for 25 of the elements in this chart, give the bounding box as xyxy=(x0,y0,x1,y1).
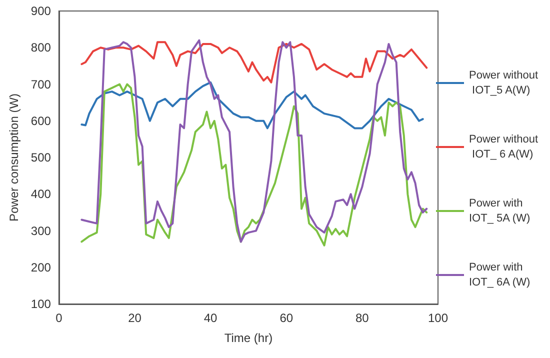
y-axis-title: Power consumption (W) xyxy=(7,93,21,222)
x-tick-label: 60 xyxy=(280,311,294,325)
y-tick-label: 200 xyxy=(30,260,52,274)
y-tick-label: 600 xyxy=(30,114,52,128)
x-tick-label: 100 xyxy=(428,311,448,325)
y-tick-label: 400 xyxy=(30,187,52,202)
x-tick-label: 80 xyxy=(356,311,370,325)
legend-label: Power without IOT_5 A(W) xyxy=(469,70,538,96)
y-tick-label: 700 xyxy=(30,77,52,92)
y-tick-label: 800 xyxy=(30,40,52,55)
x-axis-title: Time (hr) xyxy=(224,331,273,345)
x-tick-label: 20 xyxy=(128,311,142,325)
line-series xyxy=(80,39,428,243)
y-tick-label: 500 xyxy=(30,150,52,164)
legend-label: Power with IOT_ 6A (W) xyxy=(469,262,530,288)
x-tick-label: 0 xyxy=(56,311,63,325)
y-tick-label: 300 xyxy=(30,224,52,238)
line-series xyxy=(80,83,428,246)
y-tick-label: 900 xyxy=(30,4,52,18)
legend-label: Power with IOT_ 5A (W) xyxy=(469,198,530,224)
x-tick-label: 40 xyxy=(204,311,218,325)
line-series xyxy=(80,81,424,130)
y-tick-label: 100 xyxy=(30,297,52,311)
line-series xyxy=(80,41,428,84)
legend-label: Power without IOT_ 6 A(W) xyxy=(469,134,538,160)
